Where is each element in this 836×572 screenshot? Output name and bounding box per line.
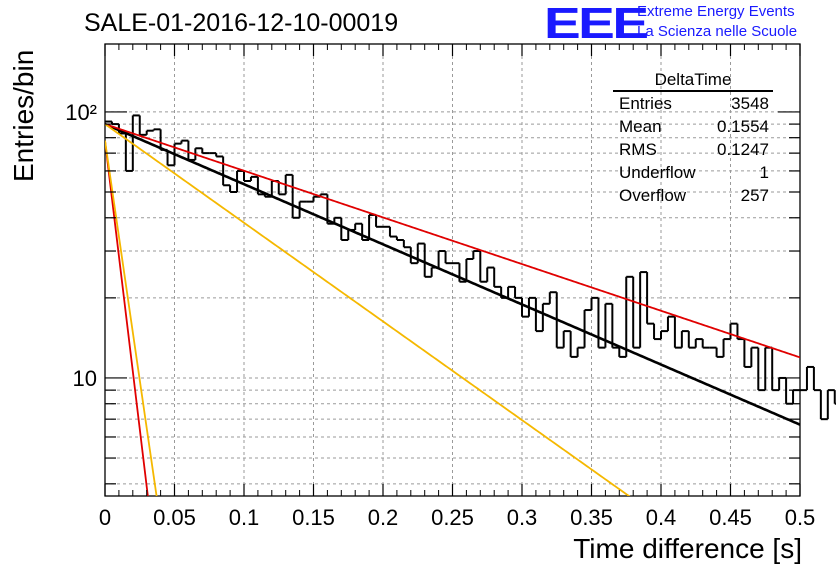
fit-curve <box>105 122 800 426</box>
x-axis-ticks: 0 0.05 0.1 0.15 0.2 0.25 0.3 0.35 0.4 0.45 0.5 <box>99 44 815 530</box>
logo-line-1: Extreme Energy Events <box>637 3 795 20</box>
x-axis-label: Time difference [s] <box>573 533 802 564</box>
stats-value: 1 <box>759 163 769 182</box>
y-axis-label: Entries/bin <box>8 49 39 182</box>
stats-row: Entries 3548 <box>609 92 775 115</box>
fit-curve <box>105 123 631 496</box>
x-tick-label: 0.45 <box>709 505 752 530</box>
stats-box: DeltaTime Entries 3548 Mean 0.1554 RMS 0… <box>609 70 775 207</box>
stats-row: Mean 0.1554 <box>609 115 775 138</box>
stats-value: 3548 <box>731 94 769 113</box>
x-tick-label: 0.25 <box>431 505 474 530</box>
x-tick-label: 0.2 <box>368 505 399 530</box>
stats-label: RMS <box>619 140 657 159</box>
stats-value: 257 <box>740 186 769 205</box>
stats-row: RMS 0.1247 <box>609 138 775 161</box>
logo-line-2: La Scienza nelle Scuole <box>637 23 798 40</box>
stats-label: Underflow <box>619 163 696 182</box>
stats-value: 0.1554 <box>717 117 769 136</box>
stats-row: Overflow 257 <box>609 184 775 207</box>
y-tick-label: 10² <box>65 100 97 125</box>
y-axis-ticks: 10 10² <box>65 100 800 485</box>
x-tick-label: 0.3 <box>507 505 538 530</box>
histogram-title: SALE-01-2016-12-10-00019 <box>84 9 399 37</box>
stats-label: Entries <box>619 94 672 113</box>
stats-label: Overflow <box>619 186 687 205</box>
fit-curves <box>105 122 800 496</box>
x-tick-label: 0.4 <box>646 505 677 530</box>
y-tick-label: 10 <box>73 366 97 391</box>
stats-row: Underflow 1 <box>609 161 775 184</box>
fit-curve <box>105 123 800 359</box>
x-tick-label: 0.05 <box>153 505 196 530</box>
eee-logo: EEE <box>544 0 649 48</box>
x-tick-label: 0 <box>99 505 111 530</box>
x-tick-label: 0.1 <box>229 505 260 530</box>
x-tick-label: 0.15 <box>292 505 335 530</box>
stats-value: 0.1247 <box>717 140 769 159</box>
stats-title: DeltaTime <box>613 70 773 92</box>
x-tick-label: 0.5 <box>785 505 816 530</box>
grid-lines <box>105 44 800 496</box>
stats-label: Mean <box>619 117 662 136</box>
histogram <box>105 114 836 421</box>
x-tick-label: 0.35 <box>570 505 613 530</box>
